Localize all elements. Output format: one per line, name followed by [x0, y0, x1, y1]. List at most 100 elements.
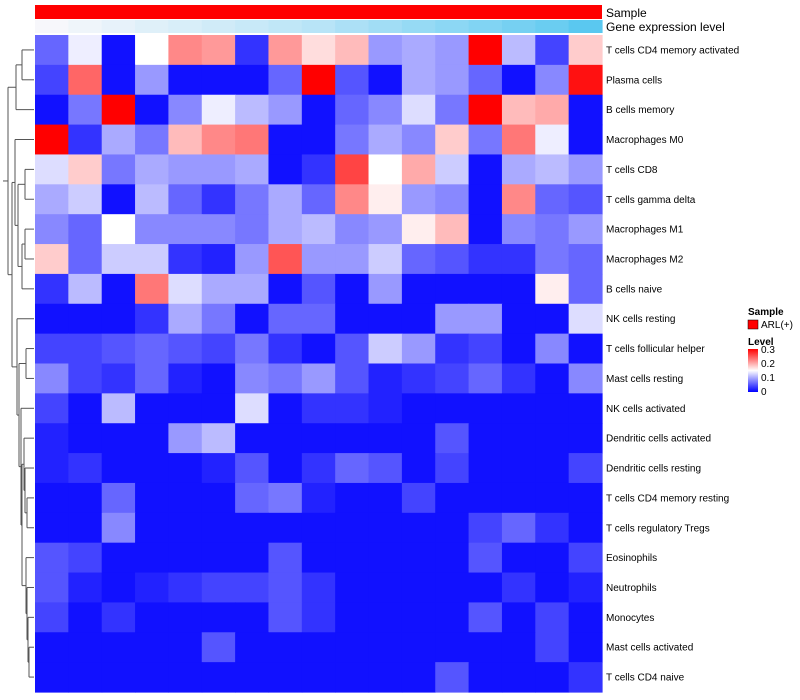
- row-label: Neutrophils: [606, 583, 657, 594]
- row-label: Eosinophils: [606, 553, 657, 564]
- heatmap-cell: [135, 662, 170, 693]
- heatmap-cell: [468, 214, 503, 245]
- heatmap-cell: [301, 453, 336, 484]
- gene-expression-cell: [201, 20, 236, 33]
- heatmap-cell: [368, 602, 403, 633]
- heatmap-cell: [535, 124, 570, 156]
- heatmap-cell: [535, 393, 570, 424]
- heatmap-cell: [368, 542, 403, 574]
- heatmap-cell: [135, 542, 170, 574]
- heatmap-cell: [368, 482, 403, 514]
- heatmap-cell: [168, 542, 203, 574]
- gene-expression-cell: [401, 20, 436, 33]
- row-label: B cells memory: [606, 105, 674, 116]
- heatmap-cell: [435, 154, 470, 185]
- heatmap-cell: [168, 363, 203, 394]
- heatmap-cell: [268, 572, 303, 604]
- heatmap-cell: [268, 423, 303, 454]
- heatmap-cell: [235, 94, 270, 126]
- heatmap-cell: [268, 512, 303, 544]
- heatmap-cell: [68, 244, 103, 275]
- heatmap-cell: [135, 35, 170, 66]
- heatmap-cell: [435, 423, 470, 454]
- heatmap-cell: [268, 393, 303, 424]
- heatmap-cell: [468, 244, 503, 275]
- heatmap-cell: [501, 35, 536, 66]
- heatmap-cell: [401, 303, 436, 335]
- heatmap-cell: [535, 244, 570, 275]
- heatmap-cell: [68, 363, 103, 394]
- heatmap-cell: [68, 184, 103, 215]
- heatmap-cell: [35, 214, 69, 245]
- gene-expression-annotation-track: [35, 20, 603, 33]
- heatmap-cell: [335, 244, 370, 275]
- heatmap-cell: [35, 662, 69, 693]
- heatmap-cell: [201, 64, 236, 96]
- heatmap-cell: [401, 662, 436, 693]
- heatmap-cell: [201, 363, 236, 394]
- heatmap-cell: [168, 512, 203, 544]
- heatmap-cell: [468, 35, 503, 66]
- heatmap-cell: [268, 273, 303, 305]
- heatmap-cell: [68, 512, 103, 544]
- heatmap-cell: [168, 393, 203, 424]
- heatmap-cell: [335, 35, 370, 66]
- heatmap-cell: [401, 154, 436, 185]
- heatmap-cell: [268, 542, 303, 574]
- heatmap-cell: [535, 363, 570, 394]
- heatmap-cell: [368, 632, 403, 663]
- heatmap-cell: [468, 662, 503, 693]
- heatmap-cell: [568, 423, 603, 454]
- heatmap-cell: [168, 482, 203, 514]
- heatmap-cell: [568, 632, 603, 663]
- heatmap-cell: [335, 482, 370, 514]
- heatmap-cell: [568, 94, 603, 126]
- heatmap-cell: [101, 64, 136, 96]
- heatmap-cell: [35, 124, 69, 156]
- heatmap-cell: [235, 662, 270, 693]
- heatmap-cell: [101, 572, 136, 604]
- heatmap-cell: [235, 273, 270, 305]
- heatmap-cell: [335, 333, 370, 365]
- heatmap-cell: [235, 632, 270, 663]
- heatmap-cell: [201, 35, 236, 66]
- legend-level-tick: 0.1: [761, 373, 775, 384]
- gene-expression-track-label: Gene expression level: [606, 20, 725, 34]
- heatmap-cell: [168, 273, 203, 305]
- heatmap-cell: [401, 393, 436, 424]
- heatmap-cell: [335, 64, 370, 96]
- heatmap-cell: [501, 154, 536, 185]
- gene-expression-cell: [35, 20, 69, 33]
- heatmap-cell: [268, 303, 303, 335]
- heatmap-cell: [335, 184, 370, 215]
- heatmap-cell: [401, 482, 436, 514]
- row-label: Macrophages M1: [606, 225, 684, 236]
- heatmap-cell: [468, 124, 503, 156]
- heatmap-cell: [368, 333, 403, 365]
- heatmap-cell: [301, 393, 336, 424]
- heatmap-cell: [368, 64, 403, 96]
- heatmap-cell: [435, 662, 470, 693]
- row-label: Dendritic cells resting: [606, 464, 701, 475]
- gene-expression-cell: [101, 20, 136, 33]
- heatmap-cell: [201, 512, 236, 544]
- heatmap-cell: [68, 453, 103, 484]
- heatmap-cell: [435, 393, 470, 424]
- heatmap-cell: [101, 124, 136, 156]
- row-label: Plasma cells: [606, 75, 662, 86]
- heatmap-cell: [401, 572, 436, 604]
- heatmap-cell: [435, 64, 470, 96]
- heatmap-cell: [468, 453, 503, 484]
- heatmap-cell: [435, 124, 470, 156]
- heatmap-cell: [301, 423, 336, 454]
- heatmap-cell: [335, 303, 370, 335]
- heatmap-cell: [301, 94, 336, 126]
- heatmap-cell: [535, 453, 570, 484]
- heatmap-cell: [435, 632, 470, 663]
- heatmap-cell: [235, 512, 270, 544]
- heatmap-cell: [168, 423, 203, 454]
- heatmap-cell: [168, 124, 203, 156]
- row-label: Mast cells activated: [606, 643, 693, 654]
- heatmap-cell: [135, 124, 170, 156]
